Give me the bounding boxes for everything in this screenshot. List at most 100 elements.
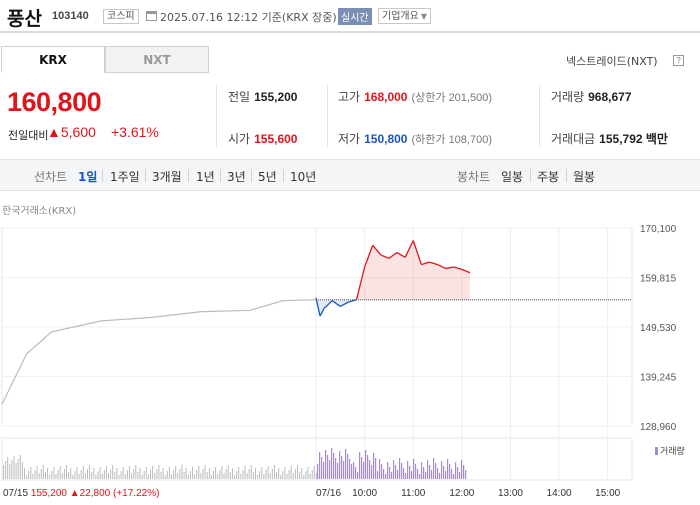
volume-bar — [449, 464, 451, 479]
price-line-segment — [340, 301, 349, 308]
volume-bar — [213, 471, 214, 479]
price-line-segment — [453, 266, 463, 271]
x-tick-label: 10:00 — [352, 488, 377, 499]
volume-bar — [292, 473, 294, 479]
y-tick-label: 128,960 — [640, 422, 677, 433]
volume-bar — [137, 472, 139, 479]
volume-bar — [171, 474, 172, 479]
x-tick-label: 13:00 — [498, 488, 523, 499]
up-arrow-icon: ▲ — [47, 124, 61, 140]
stat-open: 시가 155,600 — [228, 130, 297, 147]
volume-bar — [423, 467, 425, 479]
change-percent: +3.61% — [111, 124, 159, 140]
divider — [530, 169, 531, 182]
volume-bar — [63, 469, 65, 479]
help-icon[interactable]: ? — [673, 55, 684, 66]
price-line-segment — [437, 263, 446, 270]
area-fill — [380, 254, 389, 300]
volume-bar — [192, 467, 193, 479]
volume-bar — [210, 475, 212, 479]
volume-bar — [309, 474, 311, 479]
volume-bar — [244, 466, 246, 479]
volume-bar — [141, 475, 143, 479]
volume-bar — [9, 464, 11, 479]
volume-bar — [335, 458, 337, 479]
volume-bar — [263, 474, 265, 479]
x-tick-label: 07/16 — [316, 488, 341, 499]
volume-bar — [353, 462, 355, 479]
volume-bar — [126, 470, 128, 479]
volume-bar — [311, 470, 313, 479]
volume-bar — [13, 456, 15, 479]
volume-legend: 거래량 — [655, 444, 685, 457]
volume-bar — [405, 473, 407, 479]
price-line-segment — [355, 266, 366, 300]
period-5y[interactable]: 5년 — [258, 170, 277, 184]
volume-bar — [459, 472, 461, 479]
volume-bar — [271, 469, 273, 479]
volume-bar — [204, 465, 206, 479]
volume-bar — [76, 467, 78, 479]
volume-bar — [391, 472, 393, 479]
volume-bar — [238, 467, 240, 479]
period-1d[interactable]: 1일 — [78, 170, 98, 184]
period-3y[interactable]: 3년 — [227, 170, 246, 184]
volume-bar — [373, 453, 375, 479]
price-line-segment — [404, 240, 414, 258]
volume-bar — [53, 467, 55, 479]
market-badge: 코스피 — [103, 9, 139, 24]
stat-value: 168,000 — [364, 90, 408, 104]
volume-bar — [105, 466, 107, 479]
y-tick-label: 139,245 — [640, 373, 677, 384]
volume-bar — [122, 467, 124, 479]
volume-bar — [276, 472, 277, 479]
period-monthly-candle[interactable]: 월봉 — [573, 170, 596, 184]
volume-bar — [307, 467, 309, 479]
period-1w[interactable]: 1주일 — [110, 170, 140, 184]
price-line-segment — [412, 240, 422, 265]
period-weekly-candle[interactable]: 주봉 — [537, 170, 560, 184]
volume-bar — [389, 467, 391, 479]
volume-bar — [447, 459, 449, 479]
prev-day-line — [1, 299, 317, 405]
volume-bar — [323, 462, 325, 479]
period-1y[interactable]: 1년 — [196, 170, 215, 184]
volume-bar — [91, 472, 93, 479]
company-info-dropdown[interactable]: 기업개요 ▼ — [378, 8, 431, 24]
candle-chart-label: 봉차트 — [457, 170, 491, 184]
volume-bar — [89, 465, 91, 479]
volume-bar — [164, 475, 166, 479]
realtime-button[interactable]: 실시간 — [338, 8, 372, 25]
chart-source: 한국거래소(KRX) — [2, 206, 77, 217]
volume-bar — [173, 470, 175, 479]
x-tick-label: 11:00 — [401, 488, 426, 499]
volume-bar — [361, 457, 363, 479]
period-10y[interactable]: 10년 — [290, 170, 317, 184]
period-daily-candle[interactable]: 일봉 — [501, 170, 524, 184]
volume-bar — [32, 474, 34, 479]
timestamp: 2025.07.16 12:12 기준(KRX 장중) — [160, 11, 337, 24]
stat-label: 거래대금 — [551, 132, 596, 146]
volume-bar — [397, 470, 399, 479]
period-3m[interactable]: 3개월 — [152, 170, 182, 184]
tab-krx[interactable]: KRX — [1, 46, 105, 73]
volume-bar — [215, 467, 217, 479]
volume-bar — [401, 463, 403, 479]
volume-bar — [11, 460, 13, 479]
volume-bar — [129, 466, 130, 479]
volume-bar — [269, 473, 271, 479]
volume-bar — [93, 468, 95, 479]
volume-bar — [143, 471, 145, 479]
volume-bar — [227, 465, 229, 479]
footer-prev-day: 07/15 155,200 ▲22,800 (+17.22%) — [3, 488, 159, 499]
volume-bar — [385, 474, 387, 479]
volume-bar — [84, 473, 86, 479]
stat-amount: 거래대금 155,792 백만 — [551, 130, 668, 147]
tab-nxt[interactable]: NXT — [105, 46, 209, 73]
nxt-link[interactable]: 넥스트레이드(NXT) — [566, 55, 658, 68]
volume-bar — [387, 462, 389, 479]
volume-bar — [252, 472, 254, 479]
volume-bar — [217, 474, 219, 479]
price-line-segment — [331, 300, 341, 307]
